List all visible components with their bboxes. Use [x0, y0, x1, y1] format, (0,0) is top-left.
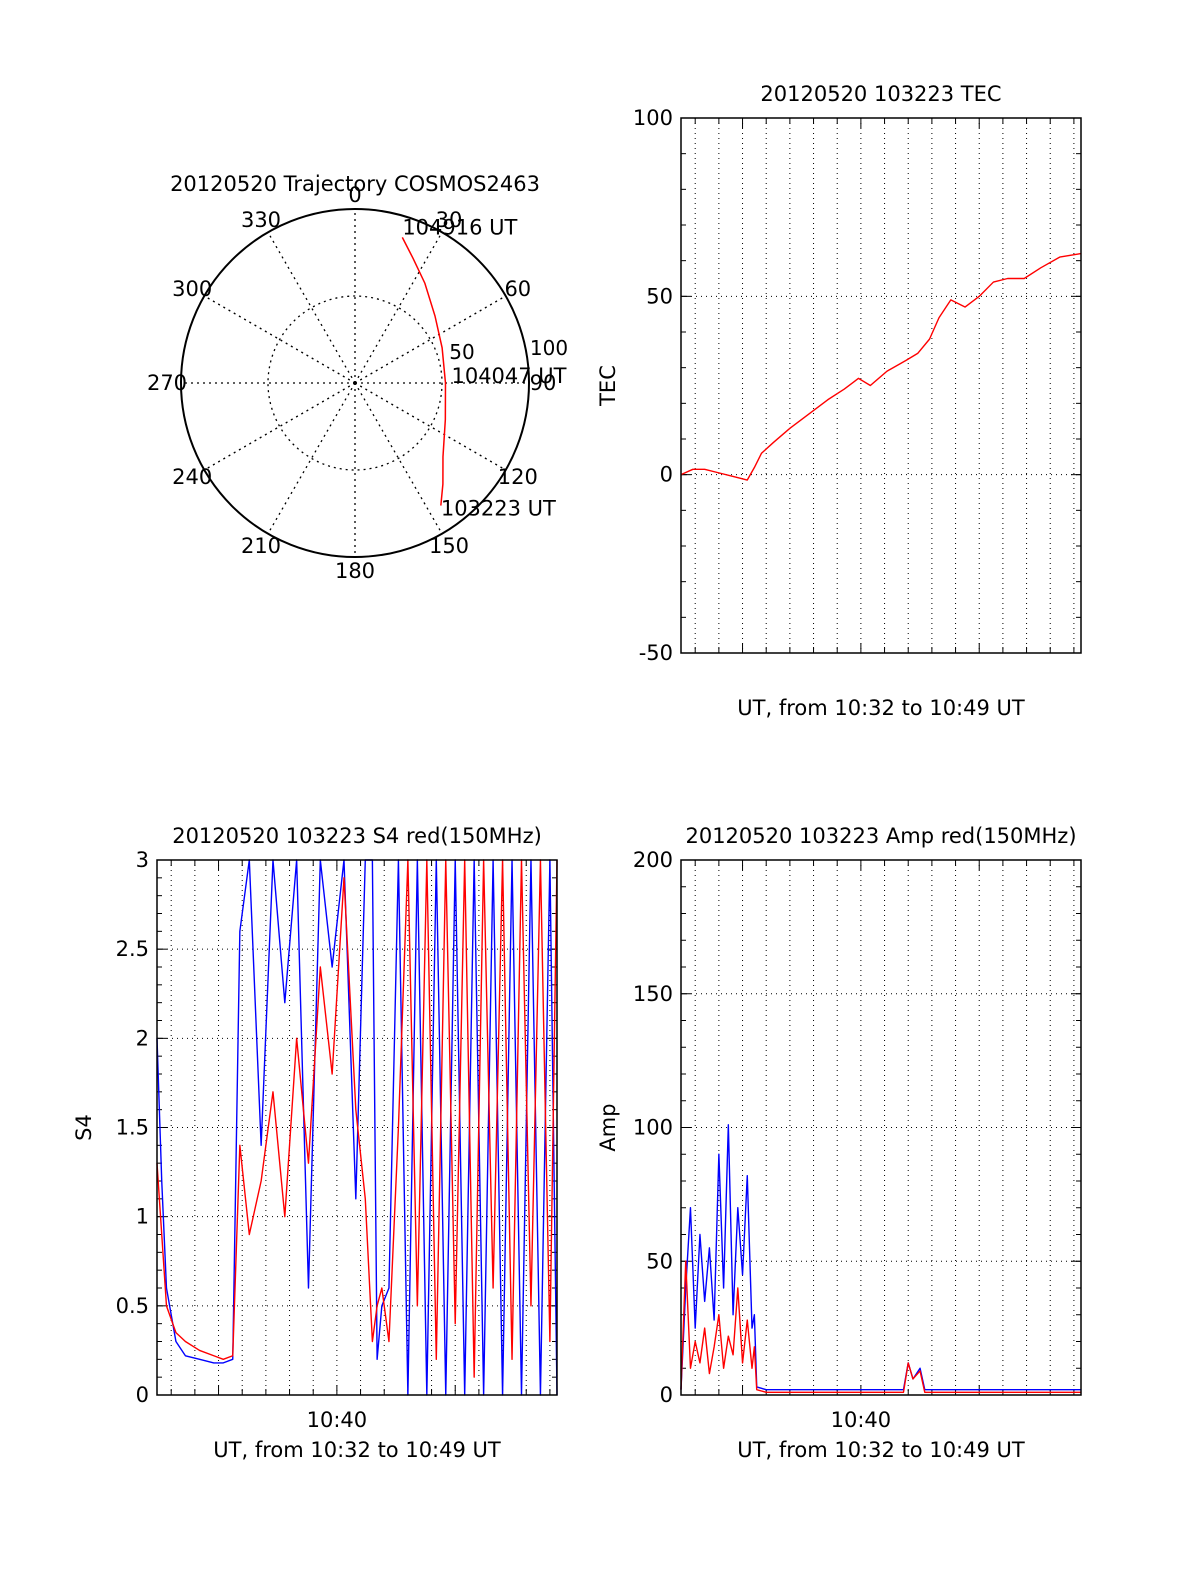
plot-frame	[680, 859, 1082, 1396]
y-tick-label: 0	[660, 1383, 673, 1407]
y-tick-label: 2.5	[116, 937, 149, 961]
radial-tick-label: 100	[530, 336, 568, 360]
trajectory-time-label: 103223 UT	[441, 497, 556, 521]
y-tick-label: 0	[136, 1383, 149, 1407]
chart-title: 20120520 Trajectory COSMOS2463	[170, 172, 540, 196]
plot-frame	[156, 859, 558, 1396]
angle-tick-label: 90	[530, 371, 557, 395]
trajectory-line	[401, 237, 447, 506]
angle-tick-label: 210	[241, 534, 281, 558]
y-tick-label: 1.5	[116, 1116, 149, 1140]
inner-circle-gridline	[267, 295, 443, 471]
angle-tick-label: 240	[172, 465, 212, 489]
radial-tick-label: 50	[449, 340, 474, 364]
angle-tick-label: 120	[498, 465, 538, 489]
angle-tick-label: 300	[172, 277, 212, 301]
y-tick-label: 0.5	[116, 1294, 149, 1318]
y-tick-label: 100	[633, 1116, 673, 1140]
y-axis-label: Amp	[596, 1103, 620, 1151]
y-tick-label: 100	[633, 106, 673, 130]
y-axis-label: S4	[72, 1114, 96, 1141]
x-axis-label: UT, from 10:32 to 10:49 UT	[213, 1438, 501, 1462]
y-tick-label: 0	[660, 463, 673, 487]
radial-gridline	[267, 382, 356, 535]
angle-tick-label: 180	[335, 559, 375, 583]
radial-gridline	[354, 382, 443, 535]
amp-panel: 0 50 100 150 200 20120520 103223 Amp red(150M…	[596, 824, 1082, 1462]
chart-title: 20120520 103223 S4 red(150MHz)	[172, 824, 542, 848]
radial-gridline	[203, 295, 356, 384]
data-series-1	[680, 252, 1082, 481]
y-tick-label: 50	[646, 284, 673, 308]
radial-gridline	[267, 231, 356, 384]
y-tick-label: 50	[646, 1249, 673, 1273]
plot-frame	[680, 117, 1082, 654]
angle-tick-label: 330	[241, 208, 281, 232]
x-tick-label: 10:40	[831, 1408, 892, 1432]
radial-gridline	[203, 382, 356, 471]
trajectory-time-label: 104047 UT	[451, 364, 566, 388]
x-axis-label: UT, from 10:32 to 10:49 UT	[737, 1438, 1025, 1462]
outer-circle	[180, 208, 530, 558]
y-tick-label: -50	[639, 641, 673, 665]
y-tick-label: 150	[633, 982, 673, 1006]
radial-gridline	[354, 295, 507, 384]
radial-gridline	[354, 382, 507, 471]
angle-tick-label: 0	[348, 183, 361, 207]
y-tick-label: 2	[136, 1026, 149, 1050]
y-tick-label: 3	[136, 848, 149, 872]
x-axis-label: UT, from 10:32 to 10:49 UT	[737, 696, 1025, 720]
data-series-2	[156, 859, 558, 1378]
radial-gridline	[354, 231, 443, 384]
x-tick-label: 10:40	[307, 1408, 368, 1432]
y-tick-label: 200	[633, 848, 673, 872]
angle-tick-label: 60	[504, 277, 531, 301]
chart-title: 20120520 103223 Amp red(150MHz)	[685, 824, 1076, 848]
angle-tick-label: 270	[147, 371, 187, 395]
angle-tick-label: 150	[429, 534, 469, 558]
y-tick-label: 1	[136, 1205, 149, 1229]
tec-panel: -50 0 50 100 20120520 103223 TEC UT, from 10:…	[596, 82, 1082, 720]
trajectory-time-label: 104916 UT	[402, 215, 517, 239]
y-axis-label: TEC	[596, 365, 620, 407]
s4-panel: 0 0.5 1 1.5 2 2.5 3 20120520 103223 S4 red(150M…	[72, 824, 558, 1462]
data-series-1	[680, 1124, 1081, 1391]
chart-title: 20120520 103223 TEC	[760, 82, 1001, 106]
angle-tick-label: 30	[436, 208, 463, 232]
data-series-2	[680, 1260, 1081, 1394]
